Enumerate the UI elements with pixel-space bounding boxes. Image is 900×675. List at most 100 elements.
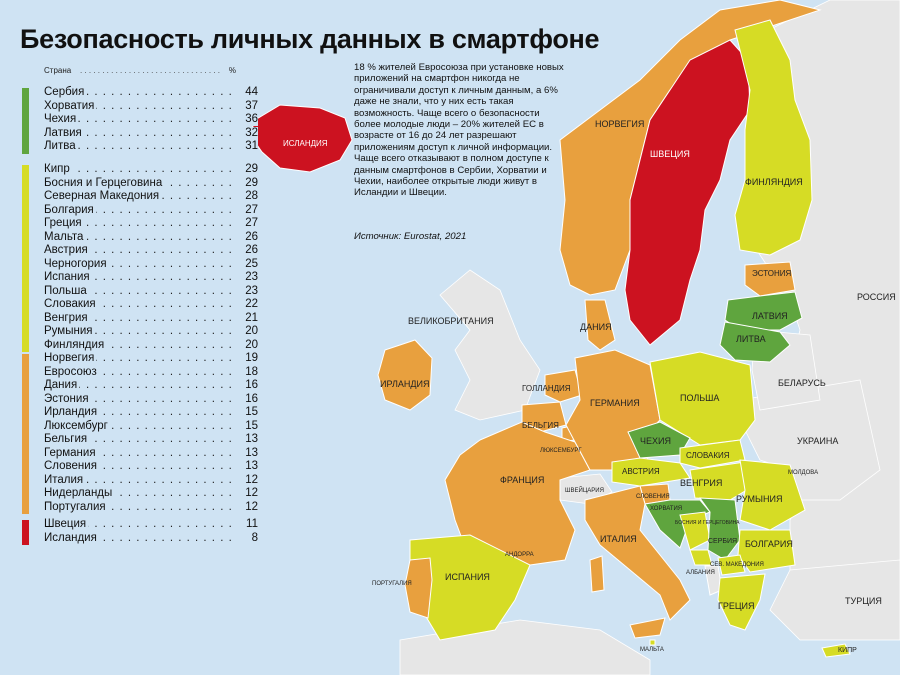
legend-value: 28 (238, 190, 258, 203)
legend-country: Бельгия (44, 433, 90, 445)
legend-leader-dots: . . . . . . . . . . . . . . . . . . . . … (44, 284, 238, 297)
legend-leader-dots: . . . . . . . . . . . . . . . . . . . . … (44, 140, 238, 152)
map-label-latvia: ЛАТВИЯ (752, 311, 788, 321)
legend-country: Литва (44, 140, 78, 152)
map-region-turkey-land (769, 559, 900, 641)
legend-value: 15 (238, 406, 258, 419)
map-label-sweden: ШВЕЦИЯ (650, 149, 690, 159)
legend-row: . . . . . . . . . . . . . . . . . . . . … (44, 392, 258, 406)
legend-header-leader: . . . . . . . . . . . . . . . . . . . . … (80, 66, 222, 75)
legend-value: 13 (238, 433, 258, 446)
legend-row: . . . . . . . . . . . . . . . . . . . . … (44, 500, 258, 514)
legend-leader-dots: . . . . . . . . . . . . . . . . . . . . … (44, 163, 238, 175)
legend-row: . . . . . . . . . . . . . . . . . . . . … (44, 298, 258, 311)
map-label-croatia: ХОРВАТИЯ (650, 506, 682, 512)
map-region-poland (649, 351, 756, 446)
legend-group: . . . . . . . . . . . . . . . . . . . . … (22, 518, 262, 545)
map-region-uk-land (439, 269, 541, 421)
legend-value: 18 (238, 365, 258, 379)
legend-country: Германия (44, 446, 98, 459)
legend-leader-dots: . . . . . . . . . . . . . . . . . . . . … (44, 518, 238, 530)
legend-value: 21 (238, 311, 258, 325)
legend-country: Словения (44, 460, 99, 472)
legend-row: . . . . . . . . . . . . . . . . . . . . … (44, 126, 258, 140)
map-label-belgium: БЕЛЬГИЯ (522, 421, 559, 430)
legend-row: . . . . . . . . . . . . . . . . . . . . … (44, 176, 258, 190)
legend-value: 11 (238, 518, 258, 531)
map-label-uk: ВЕЛИКОБРИТАНИЯ (408, 316, 494, 326)
legend-leader-dots: . . . . . . . . . . . . . . . . . . . . … (44, 126, 238, 139)
map-label-andorra: АНДОРРА (505, 552, 534, 558)
legend-row: . . . . . . . . . . . . . . . . . . . . … (44, 406, 258, 419)
legend-value: 20 (238, 338, 258, 352)
legend-leader-dots: . . . . . . . . . . . . . . . . . . . . … (44, 230, 238, 243)
legend-country: Хорватия (44, 99, 97, 112)
legend-header-country: Страна (44, 66, 72, 75)
legend-row: . . . . . . . . . . . . . . . . . . . . … (44, 365, 258, 379)
legend-row: . . . . . . . . . . . . . . . . . . . . … (44, 518, 258, 531)
legend-group: . . . . . . . . . . . . . . . . . . . . … (22, 352, 262, 514)
map-region-finland (734, 19, 813, 256)
legend-country: Польша (44, 284, 89, 297)
legend-row: . . . . . . . . . . . . . . . . . . . . … (44, 244, 258, 257)
map-region-ireland (377, 339, 433, 411)
map-region-france (444, 421, 591, 571)
legend-leader-dots: . . . . . . . . . . . . . . . . . . . . … (44, 244, 238, 256)
legend-country: Румыния (44, 325, 95, 337)
map-label-iceland: ИСЛАНДИЯ (283, 139, 328, 148)
legend-color-bar (22, 88, 29, 154)
legend-value: 27 (238, 203, 258, 217)
info-text: 18 % жителей Евросоюза при установке нов… (354, 62, 564, 199)
legend-country: Люксембург (44, 419, 110, 432)
legend-group: . . . . . . . . . . . . . . . . . . . . … (22, 163, 262, 352)
legend-value: 29 (238, 176, 258, 190)
legend-row: . . . . . . . . . . . . . . . . . . . . … (44, 140, 258, 153)
legend-leader-dots: . . . . . . . . . . . . . . . . . . . . … (44, 379, 238, 391)
map-label-poland: ПОЛЬША (680, 393, 719, 403)
legend-country: Чехия (44, 113, 79, 125)
map-label-moldova: МОЛДОВА (788, 470, 818, 476)
legend-country: Словакия (44, 298, 98, 310)
map-label-greece: ГРЕЦИЯ (718, 601, 755, 611)
page-title: Безопасность личных данных в смартфоне (20, 24, 600, 54)
legend-row: . . . . . . . . . . . . . . . . . . . . … (44, 86, 258, 99)
map-region-estonia (744, 261, 796, 297)
map-region-sardinia (589, 555, 605, 593)
legend-color-bar (22, 165, 29, 352)
legend-row: . . . . . . . . . . . . . . . . . . . . … (44, 284, 258, 298)
map-label-spain: ИСПАНИЯ (445, 572, 490, 582)
legend-value: 25 (238, 257, 258, 271)
map-label-albania: АЛБАНИЯ (686, 570, 715, 576)
legend-row: . . . . . . . . . . . . . . . . . . . . … (44, 325, 258, 338)
legend-row: . . . . . . . . . . . . . . . . . . . . … (44, 271, 258, 284)
legend-value: 44 (238, 86, 258, 99)
legend-leader-dots: . . . . . . . . . . . . . . . . . . . . … (44, 392, 238, 405)
map-region-lithuania (719, 321, 791, 363)
legend-row: . . . . . . . . . . . . . . . . . . . . … (44, 487, 258, 500)
legend-value: 12 (238, 500, 258, 514)
legend-value: 26 (238, 244, 258, 257)
map-label-italy: ИТАЛИЯ (600, 534, 637, 544)
map-label-denmark: ДАНИЯ (580, 322, 612, 332)
map-label-slovenia: СЛОВЕНИЯ (636, 494, 670, 500)
map-region-slovakia (679, 439, 746, 469)
legend-leader-dots: . . . . . . . . . . . . . . . . . . . . … (44, 86, 238, 98)
legend-group: . . . . . . . . . . . . . . . . . . . . … (22, 86, 262, 154)
map-region-belgium (521, 401, 567, 433)
map-region-sicily (629, 617, 666, 639)
map-label-bulgaria: БОЛГАРИЯ (745, 539, 793, 549)
map-label-serbia: СЕРБИЯ (708, 538, 737, 545)
map-label-turkey: ТУРЦИЯ (845, 596, 882, 606)
legend-country: Финляндия (44, 338, 107, 351)
legend-row: . . . . . . . . . . . . . . . . . . . . … (44, 352, 258, 365)
legend-row: . . . . . . . . . . . . . . . . . . . . … (44, 257, 258, 271)
legend-country: Нидерланды (44, 487, 115, 499)
legend-country: Ирландия (44, 406, 100, 418)
map-label-malta: МАЛЬТА (640, 647, 664, 653)
map-label-russia: РОССИЯ (857, 292, 896, 302)
map-label-finland: ФИНЛЯНДИЯ (745, 177, 803, 187)
map-region-denmark (584, 299, 616, 351)
legend-row: . . . . . . . . . . . . . . . . . . . . … (44, 460, 258, 473)
legend-value: 13 (238, 460, 258, 473)
